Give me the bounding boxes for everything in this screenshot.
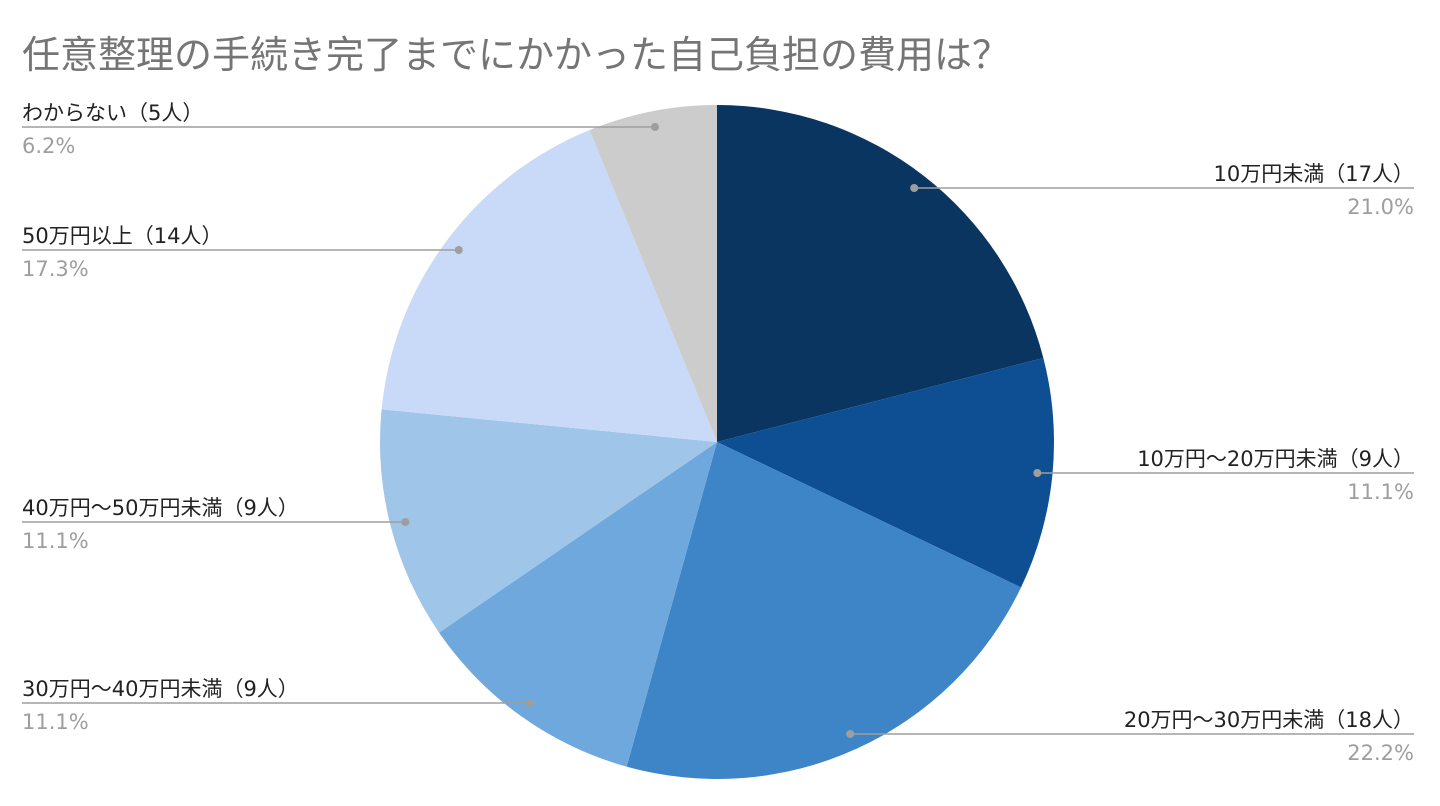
slice-percent: 11.1% [1347, 480, 1414, 504]
pie-slice [717, 357, 1055, 588]
slice-percent: 22.2% [1347, 741, 1414, 765]
leader-dot [454, 246, 463, 254]
slice-percent: 6.2% [22, 134, 75, 158]
slice-label: わからない（5人） [22, 101, 203, 125]
leader-dot [1033, 469, 1042, 477]
pie-slice [589, 105, 717, 442]
slice-label: 10万円～20万円未満（9人） [1137, 447, 1414, 471]
leader-dot [525, 699, 534, 707]
leader-lines [22, 123, 1414, 738]
pie-slice [717, 105, 1044, 442]
pie-slice [439, 442, 717, 767]
pie-slices [379, 105, 1055, 780]
slice-label: 30万円～40万円未満（9人） [22, 677, 299, 701]
pie-slice [379, 409, 717, 633]
leader-dot [401, 518, 410, 526]
slice-percent: 21.0% [1347, 195, 1414, 219]
slice-label: 50万円以上（14人） [22, 224, 222, 248]
leader-dot [846, 730, 855, 738]
slice-label: 10万円未満（17人） [1214, 162, 1414, 186]
slice-label: 20万円～30万円未満（18人） [1124, 708, 1414, 732]
slice-percent: 11.1% [22, 529, 89, 553]
slice-labels: 10万円未満（17人） 21.0% 10万円～20万円未満（9人） 11.1% 20万円… [22, 101, 1414, 765]
slice-percent: 17.3% [22, 257, 89, 281]
leader-dot [910, 184, 919, 192]
pie-slice [381, 130, 717, 442]
pie-slice [626, 442, 1022, 780]
slice-label: 40万円～50万円未満（9人） [22, 496, 299, 520]
chart-title: 任意整理の手続き完了までにかかった自己負担の費用は？ [22, 33, 1010, 77]
slice-percent: 11.1% [22, 710, 89, 734]
leader-dot [651, 123, 659, 131]
